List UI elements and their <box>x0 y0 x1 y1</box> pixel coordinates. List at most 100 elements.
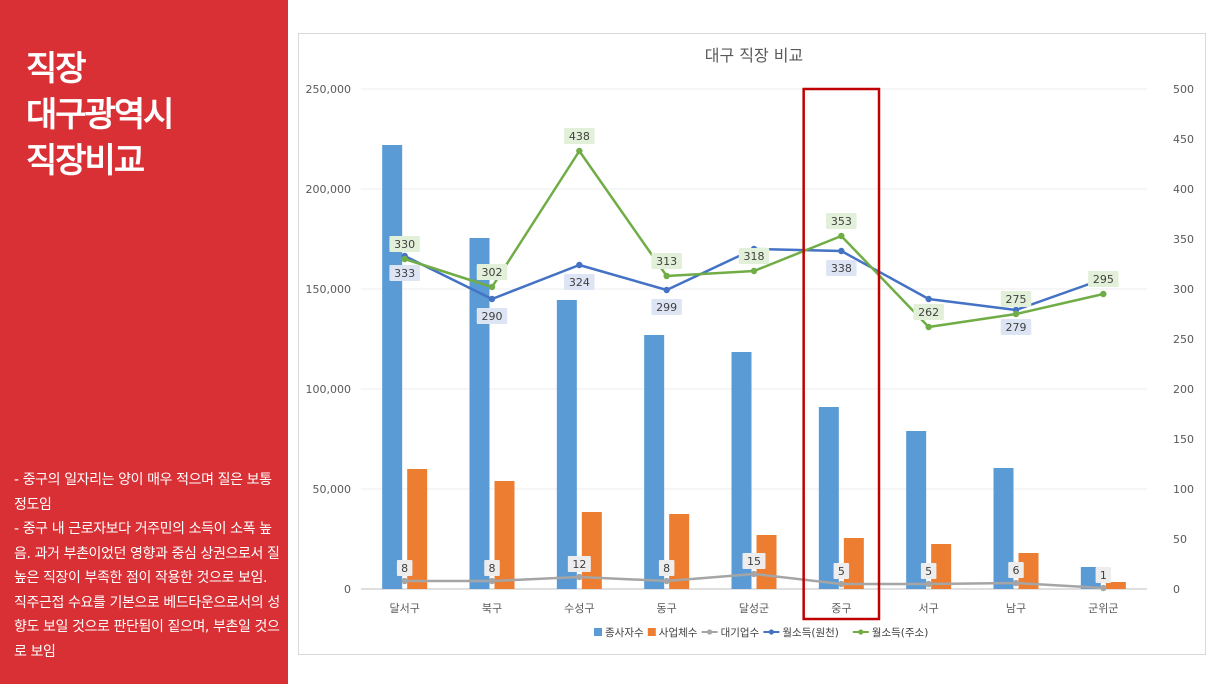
data-label-box <box>651 253 682 269</box>
data-label: 333 <box>394 267 415 280</box>
note-text: - 중구 내 근로자보다 거주민의 소득이 소폭 높음. 과거 부촌이었던 영향… <box>14 521 280 660</box>
data-label-box <box>742 553 766 569</box>
y-right-tick-label: 200 <box>1173 383 1194 396</box>
y-right-tick-label: 300 <box>1173 283 1194 296</box>
data-label: 5 <box>925 565 932 578</box>
data-label: 8 <box>401 562 408 575</box>
data-label: 8 <box>663 562 670 575</box>
data-label: 275 <box>1006 293 1027 306</box>
data-label-box <box>651 299 682 315</box>
data-label-box <box>567 556 591 572</box>
bar-종사자수 <box>469 238 490 589</box>
bar-종사자수 <box>382 145 403 589</box>
data-label-box <box>826 213 857 229</box>
title-line: 직장 <box>26 49 87 89</box>
legend-swatch-marker <box>707 629 713 635</box>
line-point-월소득(주소) <box>838 232 845 240</box>
line-point-대기업수 <box>838 580 845 588</box>
line-point-월소득(주소) <box>1012 310 1020 318</box>
data-label-box <box>476 264 508 280</box>
bar-종사자수 <box>906 431 927 589</box>
legend-label: 대기업수 <box>721 626 760 639</box>
bar-종사자수 <box>556 300 577 589</box>
chart-frame: 대구 직장 비교 0 50,000 100,000 150,000 200,000 250,… <box>298 33 1206 655</box>
data-label-box <box>484 560 500 576</box>
y-right-tick-label: 450 <box>1173 133 1194 146</box>
data-label: 12 <box>572 558 586 571</box>
data-label-box <box>1088 271 1119 287</box>
y-left-tick-label: 200,000 <box>306 183 352 196</box>
data-label-box <box>396 560 413 576</box>
data-label-box <box>564 274 595 290</box>
bar-사업체수 <box>407 469 428 589</box>
y-right-tick-label: 50 <box>1173 533 1187 546</box>
bar-사업체수 <box>1018 553 1039 589</box>
legend-swatch-marker <box>858 629 864 635</box>
legend-swatch-marker <box>768 629 774 635</box>
line-point-월소득(주소) <box>925 323 932 331</box>
line-point-월소득(주소) <box>663 272 670 280</box>
legend-label: 종사자수 <box>605 627 644 639</box>
data-label: 295 <box>1093 273 1114 286</box>
legend-label: 월소득(주소) <box>872 627 929 639</box>
line-point-대기업수 <box>576 573 583 581</box>
data-label-box <box>476 308 508 324</box>
data-label: 8 <box>489 562 496 575</box>
y-left-tick-label: 250,000 <box>306 83 352 96</box>
legend-label: 월소득(원천) <box>782 627 839 639</box>
x-tick-label: 수성구 <box>564 602 594 615</box>
y-right-tick-label: 0 <box>1173 583 1180 596</box>
line-point-월소득(주소) <box>401 255 408 263</box>
y-right-tick-label: 150 <box>1173 433 1194 446</box>
data-label: 353 <box>831 215 852 228</box>
line-point-대기업수 <box>750 570 758 578</box>
line-point-대기업수 <box>1100 584 1107 592</box>
data-label: 330 <box>394 238 415 251</box>
data-label-box <box>833 563 850 579</box>
data-label-box <box>1000 319 1032 335</box>
data-label-box <box>913 304 944 320</box>
analysis-notes: - 중구의 일자리는 양이 매우 적으며 질은 보통 정도임 - 중구 내 근로… <box>14 468 282 664</box>
y-left-tick-label: 150,000 <box>306 283 352 296</box>
x-tick-label: 중구 <box>831 602 851 615</box>
note-text: - 중구의 일자리는 양이 매우 적으며 질은 보통 정도임 <box>14 472 272 513</box>
legend-swatch <box>594 628 602 636</box>
data-label: 6 <box>1013 564 1020 577</box>
x-tick-label: 서구 <box>919 602 939 615</box>
line-point-월소득(원천) <box>925 295 932 303</box>
y-left-tick-label: 100,000 <box>306 383 352 396</box>
data-label: 338 <box>831 262 852 275</box>
data-label: 318 <box>744 250 765 263</box>
y-right-tick-label: 400 <box>1173 183 1194 196</box>
line-series-월소득(주소) <box>404 149 1104 329</box>
bar-종사자수 <box>993 468 1014 589</box>
line-point-대기업수 <box>1012 579 1020 587</box>
line-point-월소득(주소) <box>488 283 496 291</box>
x-tick-label: 달성군 <box>739 602 769 615</box>
chart-title: 대구 직장 비교 <box>705 46 804 65</box>
bar-종사자수 <box>731 352 752 589</box>
line-point-월소득(주소) <box>576 147 583 155</box>
data-label: 15 <box>747 555 761 568</box>
legend-swatch <box>647 628 656 636</box>
bar-종사자수 <box>644 335 665 589</box>
y-right-tick-label: 500 <box>1173 83 1194 96</box>
data-label-box <box>389 236 420 252</box>
sidebar-panel: 직장 대구광역시 직장비교 - 중구의 일자리는 양이 매우 적으며 질은 보통… <box>0 0 288 684</box>
line-point-대기업수 <box>925 580 932 588</box>
x-tick-label: 달서구 <box>389 602 419 615</box>
y-left-tick-label: 0 <box>344 583 351 596</box>
data-label: 5 <box>838 565 845 578</box>
bar-사업체수 <box>669 514 690 589</box>
data-label-box <box>658 560 675 576</box>
line-point-월소득(원천) <box>576 261 583 269</box>
data-label-box <box>826 260 857 276</box>
data-label-box <box>1008 562 1024 578</box>
page-title: 직장 대구광역시 직장비교 <box>26 46 174 184</box>
data-label-box <box>389 265 420 281</box>
highlight-box <box>802 87 881 621</box>
title-line: 대구광역시 <box>26 95 174 135</box>
data-label: 313 <box>656 255 677 268</box>
x-tick-label: 남구 <box>1006 602 1026 615</box>
data-label: 302 <box>482 266 503 279</box>
